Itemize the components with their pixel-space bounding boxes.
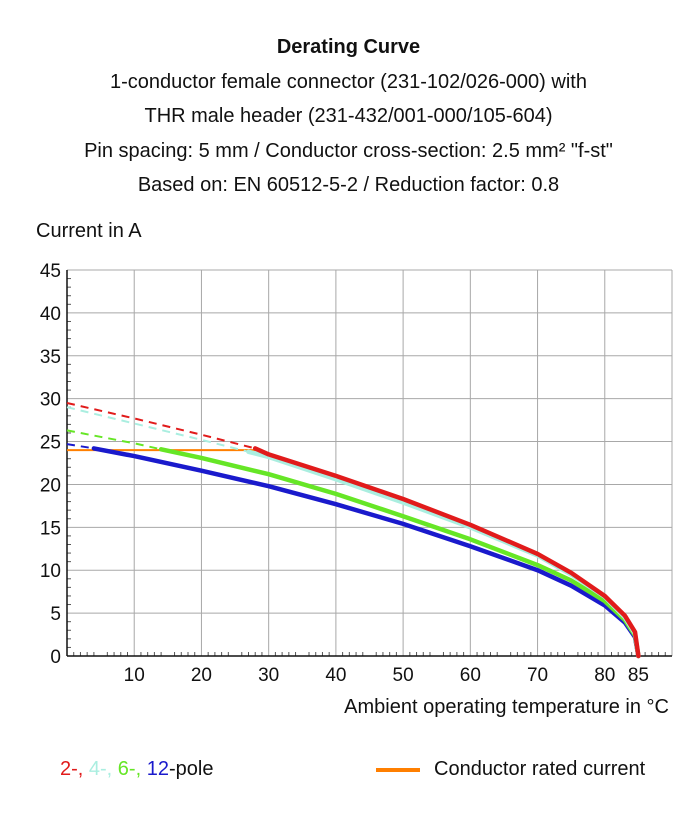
x-tick-label: 40 [325, 665, 346, 686]
y-tick-label: 0 [50, 647, 61, 668]
series-6-pole-dashed [66, 429, 162, 451]
x-tick-label: 50 [393, 665, 414, 686]
y-tick-label: 5 [50, 604, 61, 625]
x-tick-label: 20 [191, 665, 212, 686]
y-tick-label: 40 [40, 304, 61, 325]
rated-current-legend: Conductor rated current [376, 758, 645, 781]
chart-subtitle-line-1: 1-conductor female connector (231-102/02… [110, 70, 587, 93]
pole-legend: 2-, 4-, 6-, 12-pole [60, 758, 213, 781]
legend-2-pole: 2-, [60, 758, 84, 780]
x-axis-label: Ambient operating temperature in °C [344, 696, 669, 718]
series-12-pole-dashed [66, 443, 95, 450]
series-4-pole-line [246, 449, 641, 659]
x-tick-label: 60 [460, 665, 481, 686]
y-tick-label: 45 [40, 261, 61, 282]
y-tick-label: 15 [40, 518, 61, 539]
legend-6-pole: 6-, [112, 758, 142, 780]
y-tick-label: 10 [40, 561, 61, 582]
y-axis-label: Current in A [36, 220, 142, 242]
legend-4-pole: 4-, [83, 758, 113, 780]
y-tick-label: 35 [40, 347, 61, 368]
rated-current-swatch [376, 767, 420, 772]
rated-current-legend-label: Conductor rated current [434, 758, 646, 780]
series-2-pole-dashed [66, 402, 256, 450]
series-2-pole-line [252, 446, 641, 659]
legend-pole-suffix: -pole [168, 758, 214, 780]
y-tick-label: 20 [40, 475, 61, 496]
x-tick-label: 30 [258, 665, 279, 686]
y-tick-label: 25 [40, 433, 61, 454]
x-tick-label: 70 [527, 665, 548, 686]
chart-title: Derating Curve [276, 36, 421, 58]
x-tick-label: 80 [594, 665, 615, 686]
y-tick-label: 30 [40, 390, 61, 411]
legend-12-pole: 12 [141, 758, 169, 780]
chart-title-block: Derating Curve 1-conductor female connec… [0, 30, 697, 203]
x-tick-label: 10 [124, 665, 145, 686]
chart-subtitle-line-2: THR male header (231-432/001-000/105-604… [144, 105, 553, 127]
series-6-pole-line [158, 447, 641, 659]
x-tick-label: 85 [628, 665, 649, 686]
series-12-pole-line [91, 446, 641, 659]
chart-subtitle-line-3: Pin spacing: 5 mm / Conductor cross-sect… [84, 139, 613, 162]
series-4-pole-dashed [66, 406, 249, 453]
chart-subtitle-line-4: Based on: EN 60512-5-2 / Reduction facto… [137, 174, 560, 196]
